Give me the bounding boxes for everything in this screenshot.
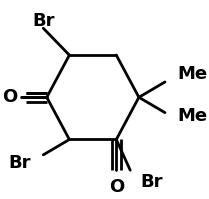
Text: Me: Me bbox=[177, 107, 207, 126]
Text: Br: Br bbox=[141, 173, 163, 191]
Text: Br: Br bbox=[9, 153, 31, 172]
Text: Me: Me bbox=[177, 65, 207, 83]
Text: O: O bbox=[109, 179, 124, 196]
Text: Br: Br bbox=[32, 12, 55, 30]
Text: O: O bbox=[2, 88, 17, 106]
